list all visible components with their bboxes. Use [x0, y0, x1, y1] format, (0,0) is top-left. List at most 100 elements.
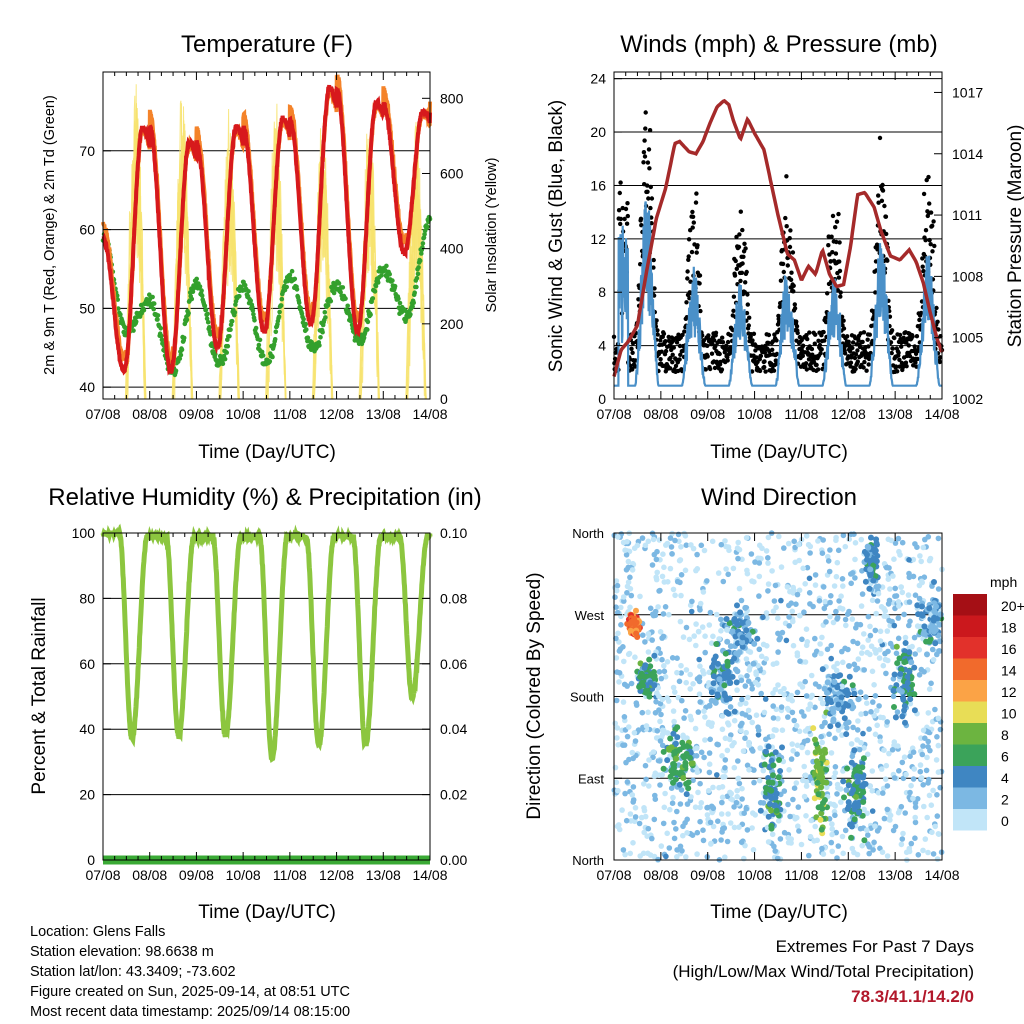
direction-point: [669, 530, 675, 537]
direction-point: [720, 578, 727, 585]
direction-point: [738, 677, 745, 684]
dewpoint-point: [294, 287, 300, 292]
direction-point: [653, 556, 660, 563]
gust-point: [794, 319, 799, 324]
direction-point: [731, 740, 737, 746]
direction-point: [735, 539, 741, 546]
direction-point: [936, 648, 943, 654]
gust-point: [642, 138, 647, 143]
dewpoint-point: [250, 304, 255, 310]
direction-point: [834, 614, 841, 621]
gust-point: [622, 216, 627, 222]
direction-point: [661, 564, 667, 571]
gust-point: [834, 239, 839, 245]
direction-point: [827, 599, 833, 606]
direction-point: [723, 616, 730, 622]
direction-point: [709, 720, 715, 726]
direction-point: [615, 787, 621, 794]
direction-point: [924, 651, 930, 658]
gust-point: [706, 333, 711, 338]
direction-point: [659, 573, 666, 580]
direction-point: [702, 649, 708, 656]
gust-point: [897, 357, 902, 362]
gust-point: [842, 351, 848, 356]
direction-point: [861, 667, 867, 673]
gust-point: [770, 339, 776, 344]
direction-point: [680, 634, 687, 640]
direction-point: [867, 632, 874, 639]
direction-point: [890, 687, 897, 694]
direction-point: [750, 847, 757, 853]
direction-point: [926, 686, 933, 692]
dewpoint-point: [392, 283, 398, 289]
dewpoint-point: [361, 335, 367, 341]
dewpoint-point: [320, 329, 325, 335]
direction-point: [817, 767, 824, 774]
direction-point: [674, 808, 680, 815]
gust-point: [840, 323, 845, 328]
gust-point: [880, 188, 886, 193]
dewpoint-point: [322, 310, 328, 315]
gust-point: [879, 198, 885, 203]
direction-point: [818, 650, 824, 657]
dewpoint-point: [178, 352, 184, 358]
gust-point: [833, 225, 838, 230]
direction-point: [901, 754, 908, 760]
direction-point: [639, 709, 646, 716]
direction-point: [803, 783, 810, 789]
gust-point: [671, 345, 676, 350]
direction-point: [898, 803, 905, 810]
winds-title: Winds (mph) & Pressure (mb): [620, 31, 937, 58]
direction-point: [917, 553, 923, 559]
direction-point: [810, 725, 817, 732]
direction-point: [667, 735, 674, 742]
direction-point: [895, 635, 902, 642]
direction-point: [691, 633, 697, 639]
direction-point: [819, 739, 825, 746]
direction-point: [784, 584, 791, 590]
direction-point: [789, 741, 795, 747]
direction-point: [812, 736, 818, 743]
direction-point: [697, 600, 704, 607]
dewpoint-point: [328, 298, 334, 304]
direction-point: [629, 792, 636, 798]
direction-point: [855, 656, 862, 662]
direction-point: [861, 837, 868, 844]
winds-xlabel: Time (Day/UTC): [710, 442, 848, 463]
rh-ytick-right-label: 0.06: [440, 656, 467, 672]
direction-point: [697, 699, 703, 705]
gust-point: [848, 360, 854, 365]
rh-ytick-label: 40: [79, 721, 95, 737]
direction-point: [813, 648, 820, 655]
direction-point: [693, 621, 699, 627]
gust-point: [678, 352, 683, 357]
dewpoint-point: [340, 285, 346, 290]
wind-ytick-right-label: 1014: [952, 146, 983, 162]
gust-point: [691, 220, 696, 225]
direction-point: [778, 597, 784, 604]
direction-point: [874, 722, 880, 729]
gust-point: [651, 265, 656, 270]
direction-point: [654, 548, 660, 555]
gust-point: [618, 180, 623, 185]
gust-point: [809, 346, 815, 352]
direction-point: [873, 536, 880, 543]
gust-point: [794, 324, 800, 329]
direction-point: [875, 790, 882, 796]
direction-point: [848, 741, 855, 747]
direction-point: [638, 670, 645, 677]
direction-point: [925, 849, 931, 856]
direction-point: [733, 799, 740, 806]
direction-point: [806, 590, 813, 596]
direction-point: [793, 722, 800, 729]
direction-point: [734, 602, 740, 609]
dewpoint-point: [375, 280, 381, 285]
direction-point: [921, 803, 927, 810]
direction-point: [694, 829, 701, 836]
direction-point: [885, 816, 892, 822]
temp-ytick-label: 50: [79, 300, 95, 316]
direction-point: [802, 772, 809, 779]
direction-point: [731, 717, 738, 724]
dewpoint-point: [123, 325, 128, 331]
dewpoint-point: [229, 318, 235, 324]
